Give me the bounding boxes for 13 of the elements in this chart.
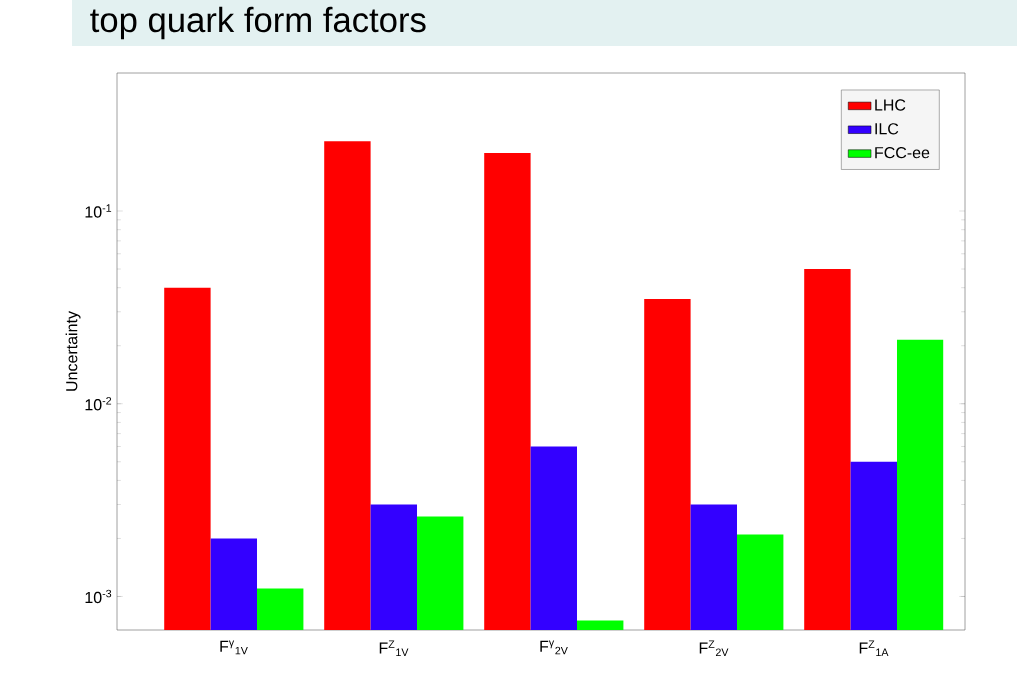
y-tick-label: 10$^{-2}$ <box>85 397 112 411</box>
x-tick-label: F$^{γ}$2V <box>540 640 568 655</box>
y-axis-title: Uncertainty <box>65 311 81 391</box>
x-tick-label: F$^{Z}$2V <box>699 640 729 656</box>
chart-title: top quark form factors <box>90 6 426 40</box>
legend-label: ILC <box>875 123 899 135</box>
legend-label: FCC-ee <box>875 146 930 159</box>
x-tick-label: F$^{γ}$1V <box>220 640 248 655</box>
x-tick-label: F$^{Z}$1A <box>859 640 889 656</box>
legend-label: LHC <box>875 99 906 111</box>
x-tick-label: F$^{Z}$1V <box>379 640 409 656</box>
y-tick-label: 10$^{-3}$ <box>85 589 112 604</box>
y-tick-label: 10$^{-1}$ <box>85 204 112 218</box>
